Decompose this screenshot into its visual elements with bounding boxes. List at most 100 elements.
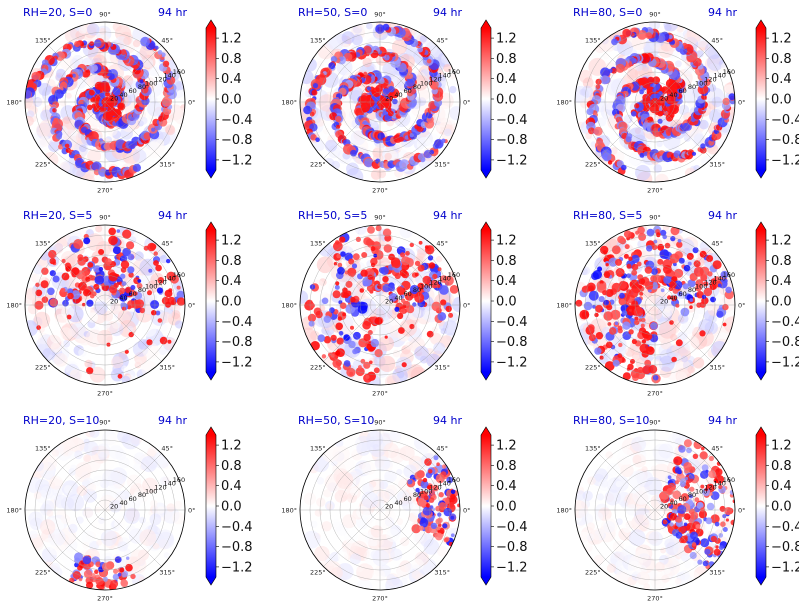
- colorbar-tick-label: 0.8: [221, 459, 242, 474]
- colorbar-outline: [755, 19, 767, 179]
- colorbar-tick-label: 0.8: [496, 459, 517, 474]
- colorbar-tick-label: 0.8: [221, 52, 242, 67]
- angular-gridline: [654, 45, 712, 103]
- radial-tick-label: 40: [669, 499, 677, 507]
- radial-tick-label: 120: [704, 279, 716, 287]
- panel-time: 94 hr: [708, 414, 737, 427]
- angular-tick-label: 270°: [372, 187, 388, 195]
- angular-tick-label: 270°: [97, 390, 113, 398]
- panel-time: 94 hr: [433, 209, 462, 222]
- radial-tick-label: 160: [723, 271, 735, 279]
- angular-tick-label: 225°: [585, 364, 601, 372]
- radial-tick-label: 40: [119, 294, 127, 302]
- colorbar-tick-label: 1.2: [771, 439, 792, 454]
- angular-tick-label: 180°: [556, 302, 572, 310]
- angular-tick-label: 315°: [434, 161, 450, 169]
- angular-tick-label: 180°: [556, 99, 572, 107]
- colorbar-tick-label: 0.4: [496, 72, 517, 87]
- colorbar-tick-label: 0.0: [496, 295, 517, 310]
- colorbar-tick-label: 0.0: [221, 295, 242, 310]
- angular-gridline: [598, 45, 656, 103]
- radial-tick-label: 20: [110, 298, 118, 306]
- radial-tick-label: 140: [163, 72, 175, 80]
- angular-tick-label: 270°: [372, 595, 388, 603]
- angular-tick-label: 315°: [434, 569, 450, 577]
- colorbar-body: [206, 435, 216, 577]
- radial-tick-label: 80: [688, 83, 696, 91]
- polar-frame: [574, 429, 736, 591]
- colorbar-tick-label: 1.2: [496, 439, 517, 454]
- polar-panel: 0°45°90°135°180°225°270°315°20 40 60 801001…: [281, 414, 470, 603]
- radial-tick-label: 20: [110, 503, 118, 511]
- angular-tick-label: 45°: [161, 239, 173, 247]
- colorbar-outline: [480, 221, 492, 381]
- radial-tick-label: 160: [723, 476, 735, 484]
- angular-gridline: [379, 509, 437, 567]
- angular-gridline: [104, 45, 162, 103]
- radial-tick-label: 60: [129, 495, 137, 503]
- radial-tick-label: 60: [404, 495, 412, 503]
- colorbar-outline: [205, 19, 217, 179]
- radial-tick-label: 100: [145, 487, 157, 495]
- polar-frame: [574, 21, 736, 183]
- radial-tick-label: 40: [394, 91, 402, 99]
- angular-gridline: [654, 453, 712, 511]
- radial-tick-label: 20: [385, 298, 393, 306]
- angular-tick-label: 0°: [463, 507, 470, 515]
- polar-frame: [299, 21, 461, 183]
- angular-tick-label: 225°: [310, 364, 326, 372]
- colorbar: 1.2 0.8 0.4 0.0 −0.4 −0.8 −1.2: [755, 221, 799, 381]
- colorbar-tick-label: 0.4: [221, 72, 242, 87]
- colorbar: 1.2 0.8 0.4 0.0 −0.4 −0.8 −1.2: [480, 426, 528, 586]
- colorbar-tick-label: 1.2: [771, 234, 792, 249]
- polar-frame: [574, 224, 736, 386]
- colorbar-tick-label: −0.8: [496, 133, 528, 148]
- colorbar-tick-label: −0.8: [221, 335, 253, 350]
- colorbar: 1.2 0.8 0.4 0.0 −0.4 −0.8 −1.2: [205, 426, 253, 586]
- radial-tick-label: 60: [404, 290, 412, 298]
- angular-tick-label: 180°: [6, 99, 22, 107]
- angular-gridline: [48, 248, 106, 306]
- panel-title: RH=80, S=10: [573, 414, 649, 427]
- radial-tick-label: 140: [163, 275, 175, 283]
- radial-tick-label: 100: [695, 487, 707, 495]
- panel-title: RH=80, S=5: [573, 209, 642, 222]
- angular-tick-label: 90°: [649, 11, 661, 19]
- angular-gridline: [654, 509, 712, 567]
- radial-tick-label: 60: [129, 290, 137, 298]
- angular-gridline: [48, 453, 106, 511]
- colorbar-body: [206, 230, 216, 372]
- panel-time: 94 hr: [708, 6, 737, 19]
- angular-gridline: [379, 248, 437, 306]
- radial-tick-label: 60: [679, 290, 687, 298]
- radial-tick-label: 160: [173, 68, 185, 76]
- radial-tick-label: 60: [129, 87, 137, 95]
- angular-tick-label: 180°: [281, 507, 297, 515]
- radial-tick-label: 100: [695, 282, 707, 290]
- colorbar-tick-label: 0.8: [771, 254, 792, 269]
- heatmap-field: [300, 225, 460, 385]
- radial-tick-label: 140: [438, 275, 450, 283]
- polar-frame: [299, 429, 461, 591]
- angular-tick-label: 45°: [711, 36, 723, 44]
- radial-tick-label: 60: [679, 495, 687, 503]
- radial-tick-label: 140: [713, 72, 725, 80]
- radial-tick-label: 160: [448, 271, 460, 279]
- radial-tick-label: 160: [723, 68, 735, 76]
- panel-time: 94 hr: [433, 414, 462, 427]
- angular-gridline: [48, 304, 106, 362]
- colorbar-tick-label: 1.2: [221, 234, 242, 249]
- radial-tick-label: 20: [385, 503, 393, 511]
- colorbar: 1.2 0.8 0.4 0.0 −0.4 −0.8 −1.2: [205, 19, 253, 179]
- angular-tick-label: 135°: [35, 239, 51, 247]
- colorbar-tick-label: −1.2: [771, 560, 799, 575]
- angular-gridline: [104, 101, 162, 159]
- colorbar-tick-label: −0.4: [221, 113, 253, 128]
- colorbar-outline: [205, 221, 217, 381]
- angular-gridline: [323, 304, 381, 362]
- colorbar-tick-label: 0.4: [496, 479, 517, 494]
- angular-tick-label: 45°: [161, 444, 173, 452]
- radial-tick-label: 20: [110, 95, 118, 103]
- angular-gridline: [48, 101, 106, 159]
